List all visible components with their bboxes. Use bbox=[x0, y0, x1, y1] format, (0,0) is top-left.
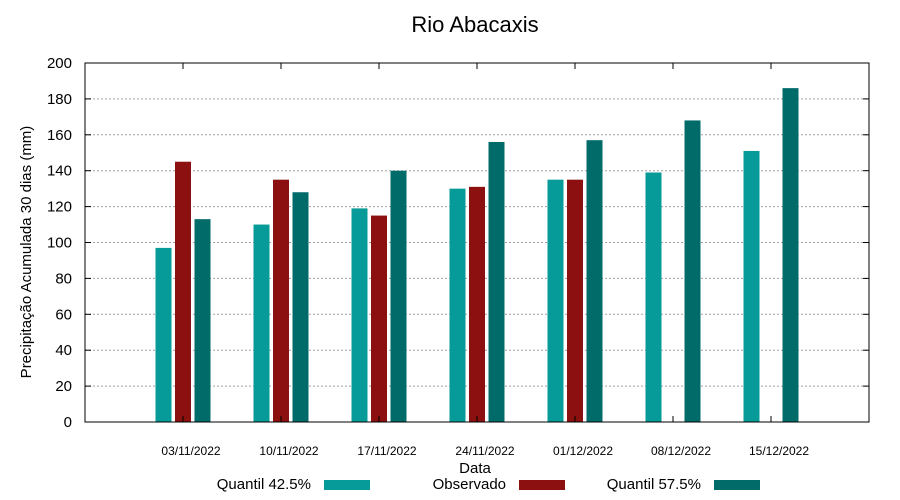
y-tick-label: 100 bbox=[47, 235, 72, 252]
bar bbox=[645, 172, 662, 422]
y-tick-label: 180 bbox=[47, 91, 72, 108]
legend: Quantil 42.5% Observado Quantil 57.5% bbox=[217, 476, 760, 493]
legend-swatch bbox=[714, 480, 760, 490]
bar bbox=[371, 215, 387, 422]
bars bbox=[155, 88, 799, 423]
y-tick-label: 200 bbox=[47, 55, 72, 72]
bar bbox=[253, 224, 270, 422]
y-tick-label: 20 bbox=[55, 378, 72, 395]
y-axis-label: Precipitação Acumulada 30 dias (mm) bbox=[18, 126, 35, 379]
bar bbox=[175, 161, 191, 422]
bar bbox=[155, 247, 172, 422]
x-tick-label: 08/12/2022 bbox=[651, 444, 711, 458]
bar bbox=[743, 150, 760, 422]
bar bbox=[567, 179, 583, 422]
x-tick-label: 24/11/2022 bbox=[455, 444, 514, 458]
bar bbox=[547, 179, 564, 422]
x-tick-label: 15/12/2022 bbox=[749, 444, 809, 458]
y-tick-label: 60 bbox=[55, 306, 72, 323]
bar bbox=[273, 179, 289, 422]
x-tick-label: 10/11/2022 bbox=[259, 444, 318, 458]
y-tick-label: 80 bbox=[55, 270, 72, 287]
y-tick-label: 160 bbox=[47, 127, 72, 144]
x-tick-label: 17/11/2022 bbox=[357, 444, 416, 458]
bar bbox=[488, 141, 505, 423]
x-axis-label: Data bbox=[459, 460, 491, 477]
legend-label: Quantil 57.5% bbox=[607, 476, 701, 493]
legend-swatch bbox=[519, 480, 565, 490]
x-axis-ticks: 03/11/2022 10/11/2022 17/11/2022 24/11/2022… bbox=[161, 63, 809, 458]
bar bbox=[469, 186, 485, 422]
y-axis-ticks: 0 20 40 60 80 100 120 140 160 180 200 bbox=[47, 55, 869, 431]
y-tick-label: 120 bbox=[47, 199, 72, 216]
x-tick-label: 03/11/2022 bbox=[161, 444, 220, 458]
y-tick-label: 140 bbox=[47, 163, 72, 180]
chart-title: Rio Abacaxis bbox=[411, 12, 538, 37]
legend-swatch bbox=[324, 480, 370, 490]
bar bbox=[390, 170, 407, 422]
legend-label: Observado bbox=[433, 476, 506, 493]
x-tick-label: 01/12/2022 bbox=[553, 444, 613, 458]
legend-label: Quantil 42.5% bbox=[217, 476, 311, 493]
bar bbox=[194, 219, 211, 422]
bar bbox=[292, 192, 309, 422]
y-tick-label: 40 bbox=[55, 342, 72, 359]
y-tick-label: 0 bbox=[64, 414, 72, 431]
bar bbox=[449, 188, 466, 422]
bar bbox=[782, 88, 799, 422]
bar bbox=[684, 120, 701, 422]
bar bbox=[586, 140, 603, 422]
bar bbox=[351, 208, 368, 422]
